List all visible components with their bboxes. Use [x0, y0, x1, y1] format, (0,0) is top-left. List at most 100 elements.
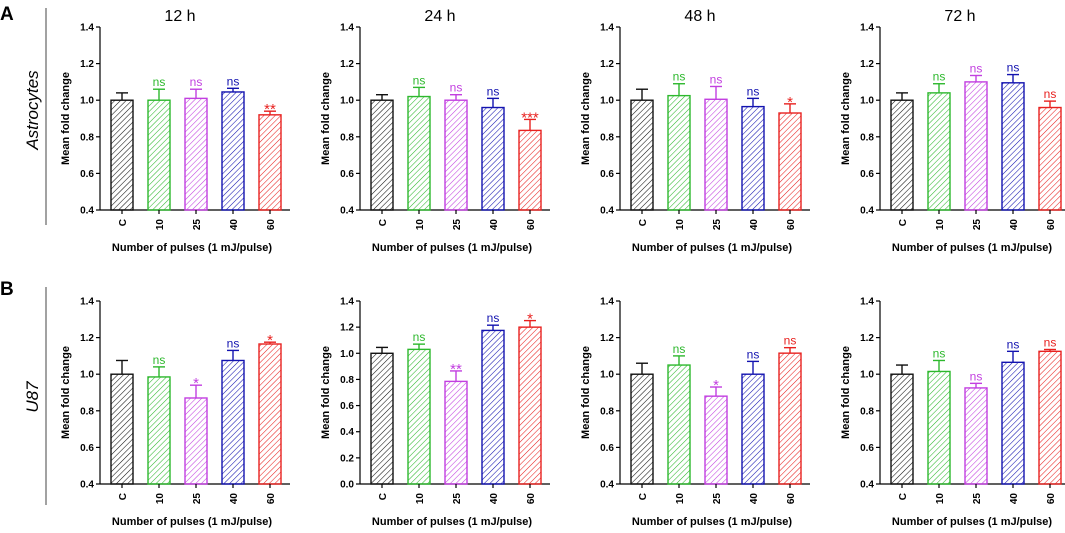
y-tick-label: 0.6 — [600, 443, 614, 454]
y-tick-label: 1.0 — [600, 370, 614, 381]
bar — [444, 380, 468, 485]
y-tick-label: 0.4 — [80, 206, 94, 217]
x-tick-label: 25 — [712, 219, 723, 231]
y-tick-label: 0.6 — [340, 169, 354, 180]
x-tick-label: 60 — [786, 219, 797, 231]
y-tick-label: 1.2 — [340, 323, 354, 334]
bar — [890, 99, 914, 211]
y-tick-label: 1.2 — [340, 59, 354, 70]
x-tick-label: 25 — [452, 219, 463, 231]
bar — [184, 97, 208, 211]
y-tick-label: 1.4 — [600, 297, 614, 308]
significance-label: * — [787, 94, 793, 111]
y-tick-label: 0.6 — [80, 169, 94, 180]
bar — [1038, 106, 1062, 211]
y-tick-label: 0.6 — [600, 169, 614, 180]
bar — [147, 376, 171, 485]
y-tick-label: 1.4 — [80, 23, 94, 34]
significance-label: ns — [450, 81, 463, 95]
bar — [704, 395, 728, 485]
bar — [518, 326, 542, 485]
y-tick-label: 0.6 — [860, 169, 874, 180]
y-axis-label: Mean fold change — [60, 346, 72, 439]
y-tick-label: 1.0 — [860, 370, 874, 381]
significance-label: ns — [1007, 337, 1020, 351]
significance-label: ** — [264, 101, 276, 118]
chart-panel: 24 h 0.4 0.6 0.8 1.0 1.2 1.4 Mean fold change Cn… — [320, 8, 550, 254]
bar — [518, 129, 542, 211]
y-tick-label: 0.0 — [340, 480, 354, 491]
y-tick-label: 0.6 — [80, 443, 94, 454]
cell-line-label-astrocytes: Astrocytes — [23, 70, 42, 151]
x-tick-label: 60 — [526, 493, 537, 505]
bar — [370, 99, 394, 211]
significance-label: ns — [784, 334, 797, 348]
x-tick-label: 40 — [229, 493, 240, 505]
y-axis-label: Mean fold change — [580, 346, 592, 439]
x-axis-label: Number of pulses (1 mJ/pulse) — [632, 242, 792, 254]
y-tick-label: 0.8 — [600, 406, 614, 417]
y-tick-label: 1.4 — [340, 23, 354, 34]
x-tick-label: 25 — [972, 493, 983, 505]
significance-label: ns — [970, 369, 983, 383]
y-tick-label: 0.2 — [340, 453, 354, 464]
significance-label: ns — [413, 330, 426, 344]
y-tick-label: 1.2 — [860, 333, 874, 344]
x-tick-label: 10 — [155, 493, 166, 505]
significance-label: ns — [1044, 87, 1057, 101]
significance-label: * — [193, 375, 199, 392]
chart-panel: 0.4 0.6 0.8 1.0 1.2 1.4 Mean fold change Cns 10 *… — [60, 297, 290, 528]
x-tick-label: C — [118, 219, 129, 226]
significance-label: ns — [413, 73, 426, 87]
chart-panel: 12 h 0.4 0.6 0.8 1.0 1.2 1.4 Mean fold change Cn… — [60, 8, 290, 254]
bar — [964, 81, 988, 211]
bar — [184, 397, 208, 485]
significance-label: ns — [487, 84, 500, 98]
significance-label: ns — [487, 311, 500, 325]
x-tick-label: 10 — [415, 493, 426, 505]
x-tick-label: C — [118, 493, 129, 500]
x-axis-label: Number of pulses (1 mJ/pulse) — [372, 516, 532, 528]
significance-label: ns — [933, 70, 946, 84]
y-tick-label: 1.4 — [860, 23, 874, 34]
x-tick-label: C — [638, 493, 649, 500]
x-tick-label: C — [898, 493, 909, 500]
bar — [258, 343, 282, 485]
bar — [1038, 350, 1062, 485]
x-tick-label: 40 — [749, 493, 760, 505]
x-tick-label: C — [378, 493, 389, 500]
y-axis-label: Mean fold change — [840, 72, 852, 165]
x-tick-label: 25 — [192, 493, 203, 505]
y-tick-label: 1.0 — [340, 349, 354, 360]
chart-panel: 0.4 0.6 0.8 1.0 1.2 1.4 Mean fold change Cns 10 *… — [580, 297, 810, 528]
x-tick-label: 60 — [786, 493, 797, 505]
chart-panel: 0.4 0.6 0.8 1.0 1.2 1.4 Mean fold change Cns 10 n… — [840, 297, 1065, 528]
significance-label: ns — [970, 61, 983, 75]
x-axis-label: Number of pulses (1 mJ/pulse) — [112, 242, 272, 254]
bar — [741, 105, 765, 211]
x-axis-label: Number of pulses (1 mJ/pulse) — [372, 242, 532, 254]
y-tick-label: 1.0 — [600, 96, 614, 107]
bar — [927, 370, 951, 485]
x-axis-label: Number of pulses (1 mJ/pulse) — [892, 516, 1052, 528]
bar — [1001, 82, 1025, 211]
x-tick-label: 40 — [749, 219, 760, 231]
significance-label: ns — [673, 342, 686, 356]
y-tick-label: 0.8 — [340, 132, 354, 143]
y-tick-label: 0.4 — [340, 206, 354, 217]
significance-label: *** — [521, 109, 539, 126]
bar — [221, 359, 245, 485]
significance-label: ns — [1007, 61, 1020, 75]
bar — [630, 373, 654, 485]
x-tick-label: 60 — [266, 219, 277, 231]
y-tick-label: 1.0 — [80, 370, 94, 381]
bar — [444, 99, 468, 211]
chart-panel: 72 h 0.4 0.6 0.8 1.0 1.2 1.4 Mean fold change Cn… — [840, 8, 1065, 254]
row-a-label: A — [0, 4, 14, 25]
x-tick-label: 25 — [972, 219, 983, 231]
x-tick-label: 10 — [155, 219, 166, 231]
bar — [667, 364, 691, 485]
bar — [147, 99, 171, 211]
y-tick-label: 1.2 — [80, 333, 94, 344]
chart-panel: 0.0 0.2 0.4 0.6 0.8 1.0 1.2 1.4 Mean fold change… — [320, 297, 550, 528]
